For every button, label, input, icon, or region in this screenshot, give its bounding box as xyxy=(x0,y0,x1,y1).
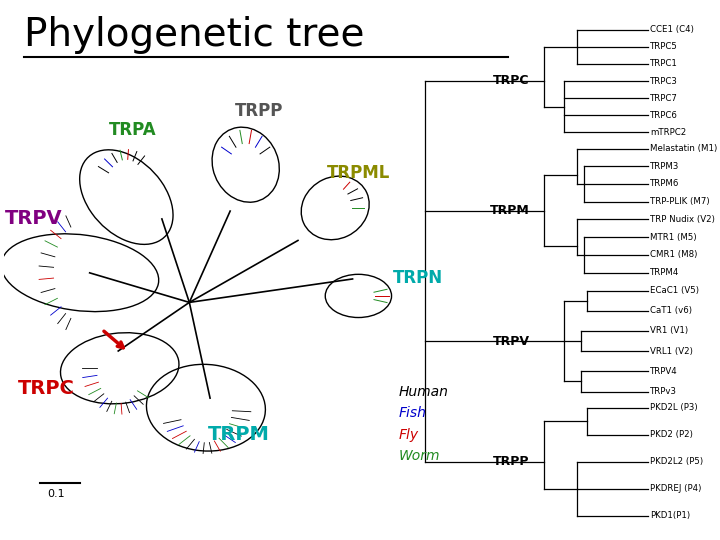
Text: TRPA: TRPA xyxy=(109,120,157,139)
Text: TRPM4: TRPM4 xyxy=(650,268,680,277)
Text: CMR1 (M8): CMR1 (M8) xyxy=(650,251,698,259)
Text: TRP Nudix (V2): TRP Nudix (V2) xyxy=(650,215,715,224)
Text: TRPC: TRPC xyxy=(18,379,75,399)
Text: PKD2L (P3): PKD2L (P3) xyxy=(650,403,698,412)
Text: TRPP: TRPP xyxy=(235,102,283,120)
Text: TRPC7: TRPC7 xyxy=(650,93,678,103)
Text: Phylogenetic tree: Phylogenetic tree xyxy=(24,16,364,54)
Text: CaT1 (v6): CaT1 (v6) xyxy=(650,306,692,315)
Text: Melastatin (M1): Melastatin (M1) xyxy=(650,144,717,153)
Text: 0.1: 0.1 xyxy=(47,489,64,499)
Text: TRPC6: TRPC6 xyxy=(650,111,678,120)
Text: Human: Human xyxy=(398,384,448,399)
Text: TRPC3: TRPC3 xyxy=(650,77,678,85)
Text: PKD2L2 (P5): PKD2L2 (P5) xyxy=(650,457,703,466)
Text: TRPML: TRPML xyxy=(327,164,390,182)
Text: PKD2 (P2): PKD2 (P2) xyxy=(650,430,693,439)
Text: TRPV: TRPV xyxy=(5,209,63,228)
Text: TRPv3: TRPv3 xyxy=(650,387,677,396)
Text: ECaC1 (V5): ECaC1 (V5) xyxy=(650,286,699,295)
Text: TRPN: TRPN xyxy=(393,269,443,287)
Text: TRPC: TRPC xyxy=(493,75,529,87)
Text: Fish: Fish xyxy=(398,406,426,420)
Text: Worm: Worm xyxy=(398,449,440,463)
Text: PKDREJ (P4): PKDREJ (P4) xyxy=(650,484,701,493)
Text: VRL1 (V2): VRL1 (V2) xyxy=(650,347,693,356)
Text: TRPM3: TRPM3 xyxy=(650,162,680,171)
Text: MTR1 (M5): MTR1 (M5) xyxy=(650,233,697,242)
Text: TRPM6: TRPM6 xyxy=(650,179,680,188)
Text: TRPV4: TRPV4 xyxy=(650,367,678,376)
Text: TRPC1: TRPC1 xyxy=(650,59,678,69)
Text: TRPM: TRPM xyxy=(490,204,529,217)
Text: TRPV: TRPV xyxy=(492,334,529,348)
Text: mTRPC2: mTRPC2 xyxy=(650,128,686,137)
Text: Fly: Fly xyxy=(398,428,418,442)
Text: PKD1(P1): PKD1(P1) xyxy=(650,511,690,520)
Text: VR1 (V1): VR1 (V1) xyxy=(650,326,688,335)
Text: TRPM: TRPM xyxy=(208,425,270,444)
Text: TRPP: TRPP xyxy=(493,455,529,468)
Text: TRPC5: TRPC5 xyxy=(650,42,678,51)
Text: TRP-PLIK (M7): TRP-PLIK (M7) xyxy=(650,197,710,206)
Text: CCE1 (C4): CCE1 (C4) xyxy=(650,25,694,34)
